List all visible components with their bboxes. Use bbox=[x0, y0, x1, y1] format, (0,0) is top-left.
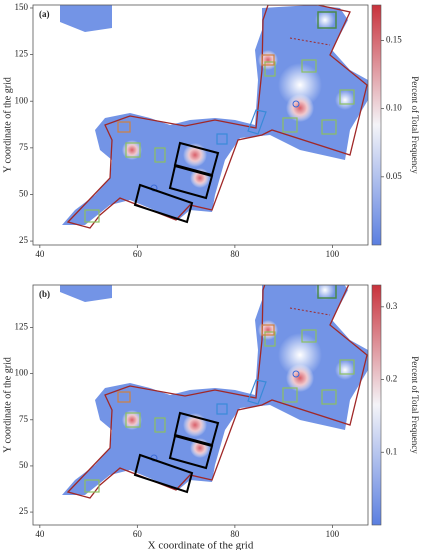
y-tick-label: 25 bbox=[19, 506, 29, 516]
y-tick-label: 100 bbox=[15, 368, 29, 378]
x-tick-label: 40 bbox=[35, 529, 45, 539]
panel: 40 60 80 100 25 50 75 100 125 (b) Y coordinate of … bbox=[2, 284, 420, 552]
heatmap-cells bbox=[59, 285, 368, 499]
colorbar-tick-label: 0.15 bbox=[386, 35, 402, 45]
x-tick-label: 100 bbox=[326, 529, 340, 539]
y-tick-label: 100 bbox=[15, 95, 29, 105]
colorbar-tick-label: 0.1 bbox=[386, 446, 397, 456]
colorbar bbox=[371, 284, 382, 526]
x-tick-label: 60 bbox=[133, 249, 143, 259]
heatmap bbox=[59, 5, 368, 229]
plot-frame bbox=[32, 284, 369, 526]
panel: 40 60 80 100 25 50 75 100 125 150 (a) Y coordinate … bbox=[2, 2, 420, 259]
colorbar-tick-label: 0.3 bbox=[386, 301, 398, 311]
x-tick-label: 60 bbox=[133, 529, 143, 539]
y-tick-label: 75 bbox=[19, 414, 29, 424]
y-tick-label: 150 bbox=[15, 2, 29, 12]
y-tick-label: 125 bbox=[15, 49, 29, 59]
y-tick-label: 25 bbox=[19, 235, 29, 245]
y-axis-title: Y coordinate of the grid bbox=[2, 357, 13, 453]
colorbar bbox=[371, 4, 382, 246]
colorbar-title: Percent of Total Frequency bbox=[410, 356, 420, 454]
x-tick-label: 80 bbox=[230, 249, 240, 259]
y-tick-label: 50 bbox=[19, 460, 29, 470]
colorbar-tick-label: 0.05 bbox=[386, 171, 402, 181]
colorbar-title: Percent of Total Frequency bbox=[410, 76, 420, 174]
y-tick-label: 50 bbox=[19, 189, 29, 199]
y-tick-label: 125 bbox=[15, 322, 29, 332]
colorbar-tick-label: 0.2 bbox=[386, 374, 397, 384]
y-axis-title: Y coordinate of the grid bbox=[2, 77, 13, 173]
plot-frame bbox=[32, 4, 369, 246]
heatmap-cells bbox=[59, 5, 368, 229]
colorbar-tick-label: 0.10 bbox=[386, 103, 402, 113]
x-axis-title: X coordinate of the grid bbox=[148, 540, 254, 550]
x-tick-label: 40 bbox=[35, 249, 45, 259]
y-tick-label: 75 bbox=[19, 142, 29, 152]
panel-label: (a) bbox=[39, 9, 50, 19]
x-tick-label: 100 bbox=[326, 249, 340, 259]
panel-label: (b) bbox=[39, 289, 50, 299]
x-tick-label: 80 bbox=[230, 529, 240, 539]
heatmap bbox=[59, 285, 368, 499]
